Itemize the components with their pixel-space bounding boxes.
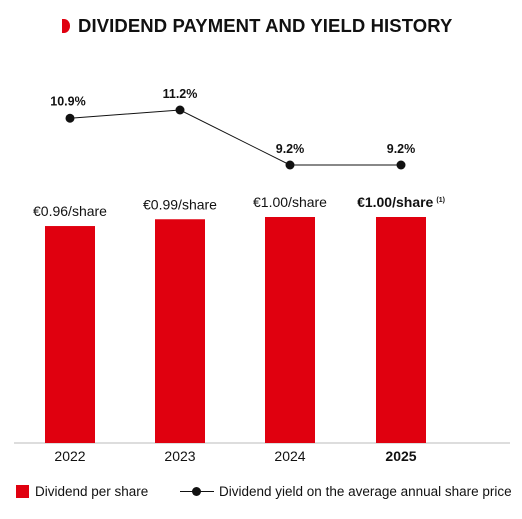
x-tick-2022: 2022 xyxy=(54,448,85,464)
yield-point-2022 xyxy=(65,113,75,123)
bar-label-2022: €0.96/share xyxy=(33,203,107,219)
legend-item-yield: Dividend yield on the average annual sha… xyxy=(180,484,512,499)
yield-point-2025 xyxy=(396,160,406,170)
yield-label-2022: 10.9% xyxy=(50,94,85,108)
x-tick-2024: 2024 xyxy=(274,448,305,464)
x-tick-2023: 2023 xyxy=(164,448,195,464)
legend-line-marker-icon xyxy=(180,485,214,498)
yield-label-2024: 9.2% xyxy=(276,142,305,156)
yield-line xyxy=(69,109,401,166)
x-tick-2025: 2025 xyxy=(385,448,416,464)
bar-label-2025: €1.00/share (1) xyxy=(357,194,445,210)
chart-title: DIVIDEND PAYMENT AND YIELD HISTORY xyxy=(62,15,452,37)
yield-point-2023 xyxy=(175,105,185,115)
legend-item-dividend: Dividend per share xyxy=(16,484,148,499)
bar-2022 xyxy=(45,226,95,443)
legend-label-yield: Dividend yield on the average annual sha… xyxy=(219,484,512,499)
yield-label-2025: 9.2% xyxy=(387,142,416,156)
yield-label-2023: 11.2% xyxy=(163,87,198,101)
yield-point-2024 xyxy=(285,160,295,170)
bar-label-footnote: (1) xyxy=(436,197,445,204)
legend-swatch-bar xyxy=(16,485,29,498)
bar-2025 xyxy=(376,217,426,443)
bar-label-2024: €1.00/share xyxy=(253,194,327,210)
bar-2024 xyxy=(265,217,315,443)
chart-title-text: DIVIDEND PAYMENT AND YIELD HISTORY xyxy=(78,15,453,36)
legend-label-dividend: Dividend per share xyxy=(35,484,149,499)
bar-label-2023: €0.99/share xyxy=(143,196,217,212)
bar-2023 xyxy=(155,219,205,443)
title-marker-icon xyxy=(62,19,70,33)
